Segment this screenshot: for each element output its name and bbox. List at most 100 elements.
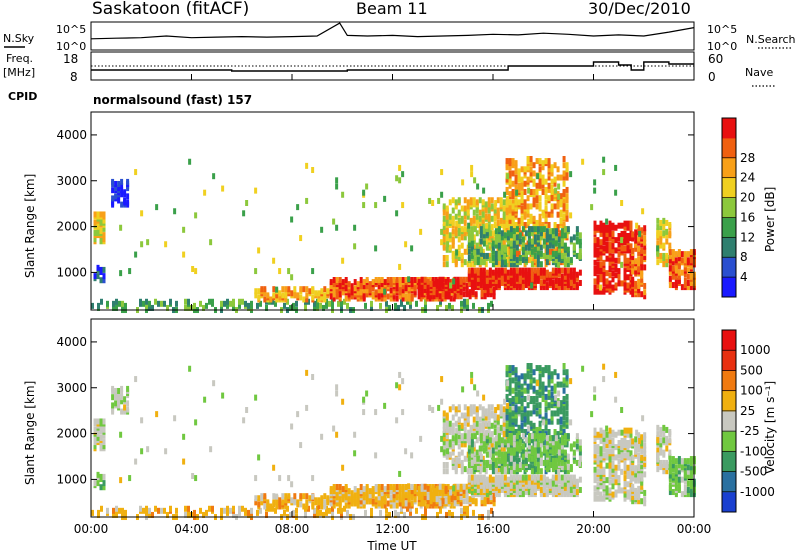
power-cell — [476, 257, 480, 264]
velocity-cell — [572, 474, 576, 481]
power-cell — [338, 277, 342, 283]
power-cell — [530, 282, 534, 289]
power-cell — [488, 282, 492, 289]
velocity-cell — [620, 437, 624, 444]
power-cell — [453, 293, 457, 300]
power-cell — [467, 226, 471, 233]
power-cell — [533, 226, 537, 233]
power-cell — [656, 259, 660, 266]
power-cell — [614, 263, 618, 270]
power-cell — [520, 205, 524, 212]
velocity-cell — [538, 389, 542, 396]
power-cell — [566, 275, 570, 282]
power-cell — [629, 282, 633, 289]
velocity-cell — [472, 451, 476, 458]
velocity-cell — [445, 468, 449, 475]
velocity-cell — [460, 422, 464, 429]
power-cell — [605, 230, 609, 237]
power-cell — [575, 271, 579, 278]
power-cell — [674, 273, 678, 280]
velocity-cell — [407, 492, 411, 499]
power-cell — [485, 244, 489, 251]
power-cell — [293, 290, 297, 297]
power-cell — [467, 255, 471, 261]
power-cell — [517, 168, 521, 175]
power-cell — [608, 259, 612, 266]
velocity-cell — [490, 404, 494, 411]
velocity-cell — [556, 373, 560, 380]
power-cell — [538, 217, 542, 224]
power-cell — [550, 170, 554, 177]
velocity-cell — [508, 418, 512, 425]
velocity-cell — [509, 474, 513, 481]
power-cell — [529, 156, 533, 162]
power-cell — [505, 176, 509, 183]
power-cell — [187, 304, 190, 311]
velocity-cell — [117, 387, 121, 394]
velocity-cell — [317, 503, 321, 510]
velocity-cell — [502, 420, 506, 427]
velocity-cell — [163, 507, 166, 514]
velocity-cell — [565, 422, 569, 429]
power-cell — [523, 213, 527, 220]
velocity-cell — [431, 484, 435, 490]
power-cell — [394, 302, 397, 309]
power-cell — [545, 269, 549, 276]
power-cell — [119, 270, 123, 277]
velocity-cell — [554, 457, 558, 464]
velocity-cell — [560, 459, 564, 466]
power-cell — [415, 300, 418, 307]
power-cell — [398, 263, 402, 270]
velocity-cell — [617, 440, 621, 446]
power-cell — [530, 226, 534, 233]
power-cell — [254, 268, 258, 275]
power-cell — [520, 215, 524, 222]
velocity-cell — [484, 408, 488, 415]
power-cell — [545, 282, 549, 289]
velocity-cell — [572, 478, 576, 485]
velocity-cell — [469, 404, 473, 411]
power-cell — [448, 232, 452, 239]
velocity-cell — [611, 477, 615, 484]
velocity-cell — [533, 474, 537, 481]
power-cell — [470, 244, 474, 251]
velocity-cell — [460, 464, 464, 471]
power-cell — [502, 238, 506, 245]
velocity-cell — [398, 484, 402, 490]
power-cell — [457, 217, 461, 224]
power-cell — [460, 234, 464, 241]
power-cell — [503, 244, 507, 251]
power-cell — [438, 282, 442, 289]
velocity-cell — [605, 462, 609, 469]
power-cell — [457, 230, 461, 237]
velocity-cell — [148, 507, 151, 514]
nsearch-label: N.Search — [746, 33, 796, 46]
velocity-cell — [599, 446, 603, 453]
power-cell — [446, 241, 450, 248]
velocity-cell — [541, 389, 545, 396]
power-cell — [257, 288, 261, 295]
velocity-cell — [337, 507, 340, 514]
velocity-cell — [448, 509, 451, 516]
velocity-cell — [529, 396, 533, 402]
velocity-cell — [492, 492, 496, 499]
power-cell — [442, 255, 446, 261]
power-cell — [456, 282, 460, 289]
velocity-cell — [166, 511, 169, 518]
velocity-cell — [466, 406, 470, 413]
velocity-cell — [102, 432, 106, 439]
velocity-cell — [520, 426, 524, 433]
power-cell — [550, 189, 554, 195]
velocity-cell — [623, 460, 627, 467]
power-cell — [538, 213, 542, 220]
velocity-cell — [102, 473, 106, 480]
power-cell — [374, 245, 378, 252]
power-cell — [629, 243, 633, 250]
velocity-cell — [511, 365, 515, 372]
velocity-cell — [521, 433, 525, 440]
velocity-cell — [505, 369, 509, 376]
velocity-cell — [541, 381, 545, 388]
velocity-cell — [449, 502, 453, 509]
power-cell — [602, 222, 606, 229]
velocity-cell — [550, 402, 554, 409]
